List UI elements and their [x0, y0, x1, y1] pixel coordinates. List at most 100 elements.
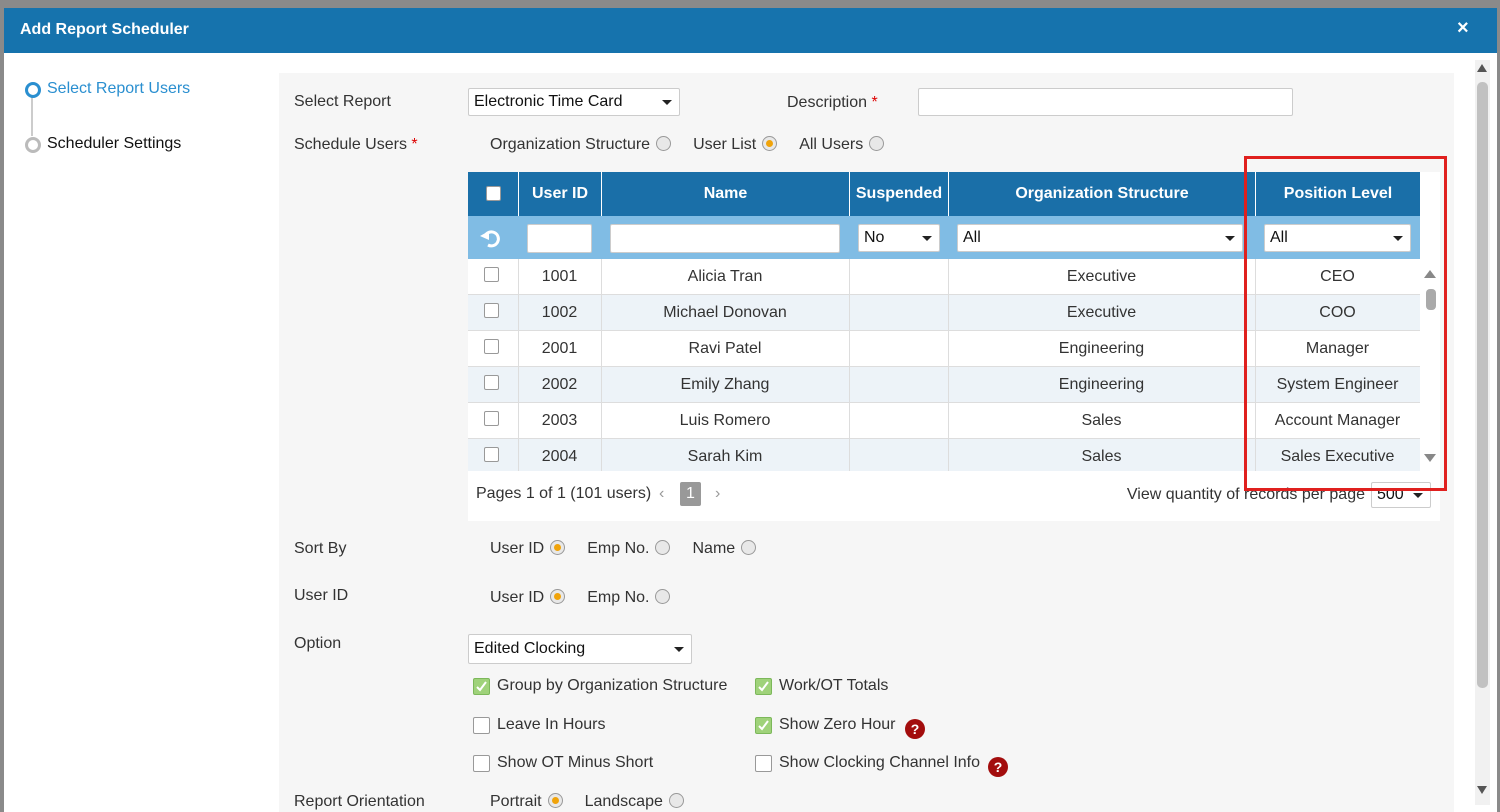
cell-divider: [518, 439, 519, 471]
radio-label: Organization Structure: [490, 136, 651, 153]
table-row: [468, 403, 1420, 439]
option-label: Show OT Minus Short: [497, 754, 654, 771]
help-icon[interactable]: ?: [905, 718, 925, 739]
option-checkbox[interactable]: [755, 716, 772, 734]
radio-label: User ID: [490, 540, 545, 557]
option-checkbox[interactable]: [473, 716, 490, 734]
user-id-options: User ID Emp No.: [490, 589, 692, 607]
radio-option[interactable]: All Users: [799, 136, 885, 153]
help-icon[interactable]: ?: [988, 757, 1008, 777]
select-value: All: [963, 229, 981, 246]
filter-select[interactable]: No: [858, 224, 940, 252]
row-checkbox[interactable]: [484, 375, 499, 390]
select-value: Electronic Time Card: [474, 93, 623, 110]
select-report-dropdown[interactable]: Electronic Time Card: [468, 88, 680, 116]
check-mark: [476, 681, 487, 692]
row-checkbox[interactable]: [484, 411, 499, 426]
dialog-header: [4, 8, 1497, 53]
select-value: No: [864, 229, 885, 246]
option-checkbox[interactable]: [473, 755, 490, 772]
radio-option[interactable]: Portrait: [490, 793, 563, 810]
reset-filter[interactable]: [479, 227, 501, 249]
radio-option[interactable]: Emp No.: [587, 540, 671, 557]
row-checkbox[interactable]: [484, 267, 499, 282]
radio-label: Emp No.: [587, 540, 650, 557]
page-scroll-down[interactable]: [1477, 786, 1487, 794]
option-dropdown[interactable]: Edited Clocking: [468, 634, 692, 664]
row-checkbox[interactable]: [486, 186, 501, 201]
table-cell: Michael Donovan: [663, 304, 787, 321]
filter-select[interactable]: All: [957, 224, 1243, 252]
scroll-up[interactable]: [1424, 270, 1436, 278]
user-id-filter[interactable]: [527, 224, 592, 253]
option-checkbox[interactable]: [755, 755, 772, 772]
row-checkbox[interactable]: [484, 303, 499, 318]
check-mark: [758, 719, 769, 731]
table-cell: Executive: [1066, 268, 1137, 285]
highlight-box: [1244, 156, 1447, 491]
radio-option[interactable]: User List: [693, 136, 778, 153]
table-cell: System Engineer: [1276, 376, 1399, 393]
pager-next[interactable]: ›: [715, 485, 721, 502]
row-checkbox[interactable]: [484, 339, 499, 354]
pager-page[interactable]: 1: [680, 482, 701, 506]
radio-button[interactable]: [550, 589, 566, 604]
cell-divider: [518, 295, 519, 331]
cell-divider: [849, 295, 850, 331]
cell-divider: [849, 439, 850, 471]
table-cell: Sarah Kim: [687, 448, 763, 465]
table-cell: Engineering: [1058, 340, 1145, 357]
row-checkbox[interactable]: [484, 447, 499, 462]
filter-select[interactable]: All: [1264, 224, 1411, 252]
radio-label: All Users: [799, 136, 864, 153]
table-cell: Alicia Tran: [687, 268, 763, 285]
radio-option[interactable]: User ID: [490, 589, 566, 606]
schedule-users-label: Schedule Users *: [294, 136, 418, 154]
page-scroll-thumb[interactable]: [1477, 82, 1488, 688]
radio-button[interactable]: [656, 136, 672, 151]
radio-button[interactable]: [550, 540, 566, 555]
radio-button[interactable]: [547, 793, 563, 808]
radio-button[interactable]: [668, 793, 684, 808]
option-checkbox[interactable]: [473, 678, 490, 695]
reset-icon: [480, 230, 500, 248]
description-input[interactable]: [918, 88, 1293, 116]
step-marker: [25, 82, 41, 98]
caret: [922, 236, 932, 241]
step-label[interactable]: Scheduler Settings: [47, 135, 182, 152]
radio-option[interactable]: Name: [692, 540, 757, 557]
radio-option[interactable]: Organization Structure: [490, 136, 672, 153]
option-checkbox[interactable]: [755, 678, 772, 695]
radio-option[interactable]: User ID: [490, 540, 566, 557]
cell-divider: [518, 331, 519, 367]
option-label: Show Zero Hour: [779, 715, 896, 733]
pager-prev[interactable]: ‹: [659, 485, 665, 502]
step-label[interactable]: Select Report Users: [47, 80, 191, 97]
scroll-thumb[interactable]: [1426, 289, 1436, 310]
radio-button[interactable]: [762, 136, 778, 151]
radio-button[interactable]: [869, 136, 885, 151]
radio-option[interactable]: Emp No.: [587, 589, 671, 606]
column-header: Organization Structure: [948, 172, 1255, 216]
radio-label: User ID: [490, 589, 545, 606]
scroll-down[interactable]: [1424, 454, 1436, 462]
close-button[interactable]: ×: [1457, 17, 1469, 39]
step-marker: [25, 137, 41, 153]
table-cell: Ravi Patel: [688, 340, 762, 357]
cell-divider: [849, 259, 850, 295]
cell-divider: [601, 367, 602, 403]
name-filter[interactable]: [610, 224, 840, 253]
table-cell: 2001: [541, 340, 578, 357]
cell-divider: [948, 259, 949, 295]
radio-button[interactable]: [741, 540, 757, 555]
radio-option[interactable]: Landscape: [585, 793, 684, 810]
cell-divider: [601, 403, 602, 439]
check-mark: [758, 681, 769, 692]
sort-by-options: User ID Emp No. Name: [490, 540, 778, 558]
page-scroll-up[interactable]: [1477, 64, 1487, 72]
radio-button[interactable]: [655, 540, 671, 555]
table-row: [468, 367, 1420, 403]
step-connector: [31, 96, 33, 136]
radio-button[interactable]: [655, 589, 671, 604]
